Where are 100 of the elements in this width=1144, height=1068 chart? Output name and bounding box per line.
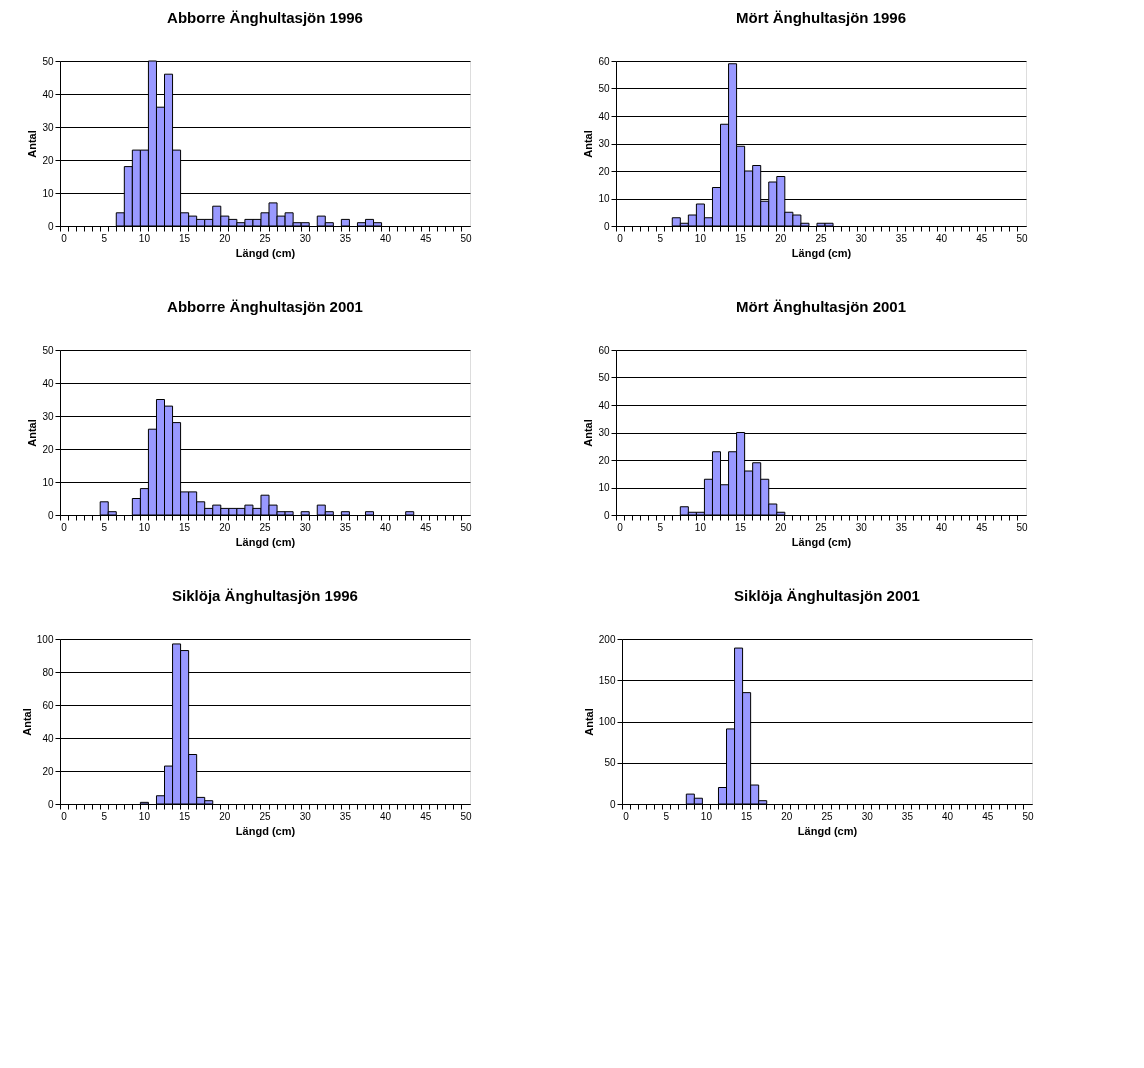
y-tick-label: 30	[598, 138, 610, 149]
x-tick-label: 25	[815, 232, 827, 244]
x-tick-label: 50	[1016, 232, 1028, 244]
chart-title: Siklöja Änghultasjön 2001	[734, 587, 920, 604]
x-tick-label: 10	[694, 232, 707, 244]
x-tick-label: 25	[259, 521, 271, 533]
x-tick-label: 50	[460, 521, 472, 533]
x-tick-label: 35	[895, 521, 908, 533]
y-axis-title: Antal	[582, 419, 595, 447]
x-tick-label: 15	[179, 232, 191, 244]
x-tick-label: 30	[855, 232, 868, 244]
y-tick-label: 40	[598, 399, 610, 411]
x-tick-label: 30	[299, 810, 312, 822]
y-tick-label: 80	[42, 666, 54, 678]
x-tick-label: 40	[380, 521, 392, 533]
x-tick-label: 35	[901, 810, 914, 822]
y-tick-label: 50	[598, 83, 610, 94]
x-tick-label: 45	[982, 810, 994, 822]
x-tick-label: 50	[1016, 521, 1028, 533]
y-tick-label: 10	[598, 193, 610, 204]
y-tick-label: 0	[47, 220, 54, 232]
y-tick-label: 60	[598, 344, 610, 356]
chart-title: Mört Änghultasjön 1996	[735, 9, 907, 26]
y-tick-label: 60	[598, 55, 610, 67]
x-tick-label: 45	[976, 232, 988, 244]
x-tick-label: 45	[420, 521, 432, 533]
y-axis-title: Antal	[26, 130, 39, 158]
x-axis-title: Längd (cm)	[235, 535, 296, 548]
chart-title: Abborre Änghultasjön 2001	[167, 298, 363, 315]
x-tick-label: 25	[815, 521, 827, 533]
x-tick-label: 15	[179, 810, 191, 822]
y-tick-label: 30	[42, 121, 54, 133]
x-tick-label: 50	[460, 232, 472, 244]
y-tick-label: 10	[42, 476, 54, 488]
x-tick-label: 10	[138, 810, 151, 822]
x-tick-label: 30	[861, 810, 874, 822]
x-tick-label: 0	[623, 810, 630, 822]
x-tick-label: 15	[735, 232, 747, 244]
x-tick-label: 45	[420, 232, 432, 244]
x-tick-label: 15	[179, 521, 191, 533]
x-tick-label: 20	[775, 232, 787, 244]
x-axis-title: Längd (cm)	[235, 824, 296, 837]
x-tick-label: 35	[339, 810, 352, 822]
x-tick-label: 0	[61, 521, 68, 533]
x-axis-title: Längd (cm)	[791, 246, 852, 259]
x-tick-label: 25	[821, 810, 833, 822]
x-tick-label: 5	[657, 521, 664, 533]
x-tick-label: 30	[299, 521, 312, 533]
x-tick-label: 40	[380, 810, 392, 822]
y-tick-label: 0	[603, 220, 610, 232]
y-tick-label: 150	[598, 674, 616, 686]
y-tick-label: 200	[598, 633, 616, 645]
x-tick-label: 10	[694, 521, 707, 533]
x-tick-label: 15	[735, 521, 747, 533]
x-tick-label: 20	[781, 810, 793, 822]
y-tick-label: 0	[609, 798, 616, 810]
y-tick-label: 50	[604, 757, 616, 769]
x-tick-label: 25	[259, 232, 271, 244]
y-tick-label: 100	[36, 633, 54, 645]
x-tick-label: 20	[219, 521, 231, 533]
y-tick-label: 50	[42, 344, 54, 356]
x-tick-label: 40	[942, 810, 954, 822]
x-tick-label: 0	[61, 810, 68, 822]
x-tick-label: 20	[775, 521, 787, 533]
y-tick-label: 20	[42, 154, 54, 166]
x-tick-label: 45	[976, 521, 988, 533]
x-tick-label: 35	[339, 521, 352, 533]
x-tick-label: 5	[663, 810, 670, 822]
chart-title: Mört Änghultasjön 2001	[735, 298, 907, 315]
y-axis-title: Antal	[582, 708, 595, 736]
y-tick-label: 20	[598, 454, 610, 466]
y-tick-label: 10	[42, 187, 54, 199]
y-tick-label: 10	[598, 482, 610, 493]
x-tick-label: 20	[219, 232, 231, 244]
y-tick-label: 50	[598, 372, 610, 383]
x-tick-label: 50	[460, 810, 472, 822]
x-tick-label: 40	[380, 232, 392, 244]
y-tick-label: 0	[47, 798, 54, 810]
chart-title: Abborre Änghultasjön 1996	[167, 9, 363, 26]
x-tick-label: 0	[617, 232, 624, 244]
x-tick-label: 40	[936, 232, 948, 244]
y-tick-label: 0	[47, 509, 54, 521]
chart-title: Siklöja Änghultasjön 1996	[172, 587, 358, 604]
y-tick-label: 20	[42, 443, 54, 455]
x-tick-label: 35	[895, 232, 908, 244]
x-tick-label: 20	[219, 810, 231, 822]
x-tick-label: 35	[339, 232, 352, 244]
x-tick-label: 45	[420, 810, 432, 822]
y-tick-label: 40	[42, 377, 54, 389]
x-tick-label: 5	[101, 810, 108, 822]
x-tick-label: 10	[700, 810, 713, 822]
y-axis-title: Antal	[20, 708, 33, 736]
x-tick-label: 10	[138, 232, 151, 244]
x-tick-label: 30	[855, 521, 868, 533]
x-axis-title: Längd (cm)	[797, 824, 858, 837]
y-axis-title: Antal	[26, 419, 39, 447]
x-tick-label: 40	[936, 521, 948, 533]
y-tick-label: 30	[598, 427, 610, 438]
y-tick-label: 30	[42, 410, 54, 422]
x-tick-label: 0	[61, 232, 68, 244]
